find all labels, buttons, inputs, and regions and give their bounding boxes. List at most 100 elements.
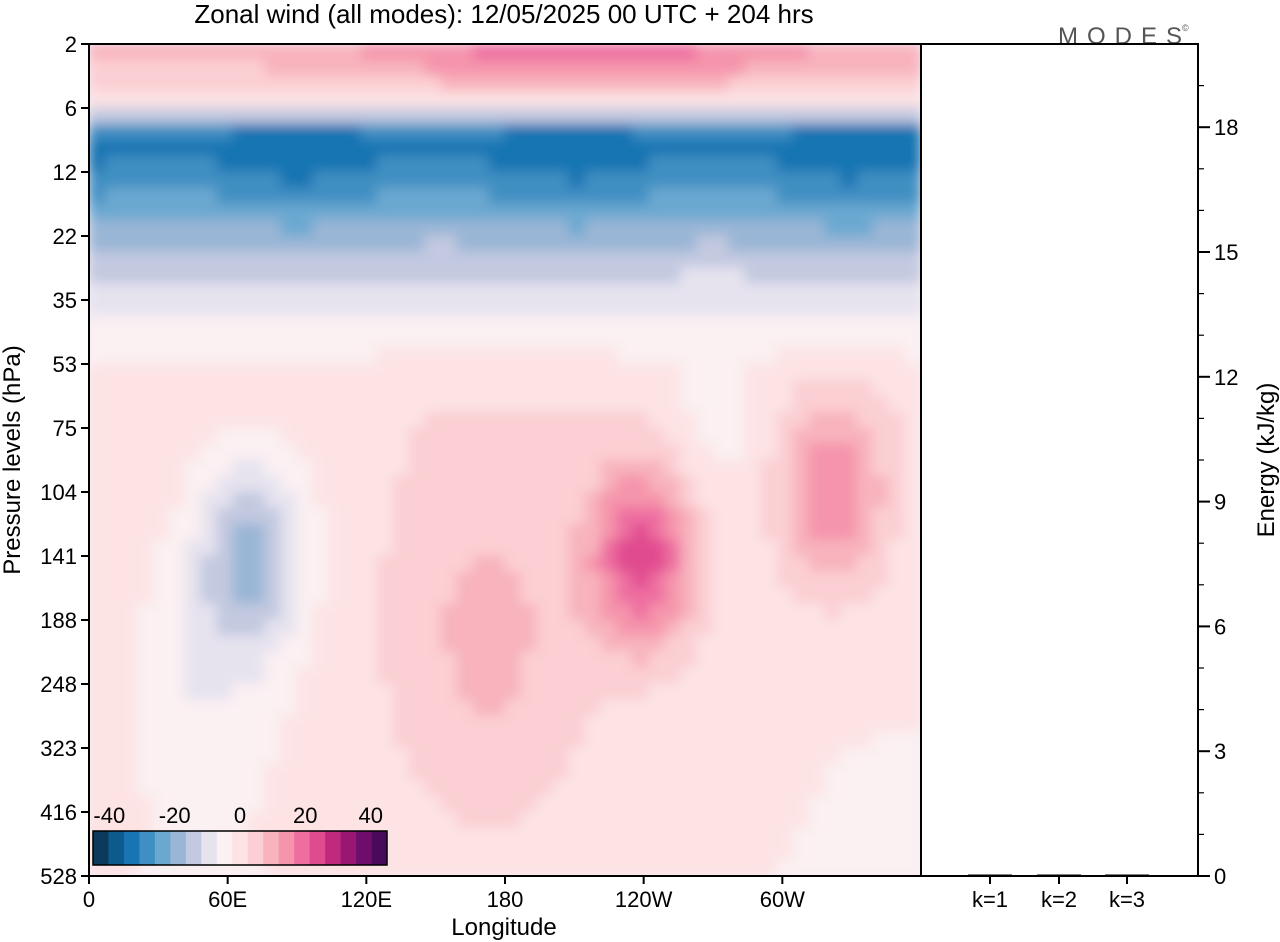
- heatmap-cell: [648, 779, 666, 797]
- heatmap-cell: [760, 459, 778, 477]
- heatmap-cell: [696, 443, 714, 461]
- heatmap-cell: [760, 667, 778, 685]
- heatmap-cell: [776, 59, 794, 77]
- heatmap-cell: [840, 491, 858, 509]
- heatmap-cell: [376, 123, 394, 141]
- heatmap-cell: [760, 171, 778, 189]
- heatmap-cell: [136, 379, 154, 397]
- heatmap-cell: [344, 123, 362, 141]
- heatmap-cell: [696, 363, 714, 381]
- heatmap-cell: [216, 779, 234, 797]
- heatmap-cell: [728, 139, 746, 157]
- heatmap-cell: [632, 331, 650, 349]
- heatmap-cell: [328, 491, 346, 509]
- heatmap-cell: [760, 539, 778, 557]
- heatmap-cell: [616, 299, 634, 317]
- heatmap-cell: [728, 203, 746, 221]
- heatmap-cell: [440, 523, 458, 541]
- heatmap-cell: [824, 75, 842, 93]
- heatmap-cell: [216, 603, 234, 621]
- heatmap-cell: [248, 523, 266, 541]
- heatmap-cell: [136, 507, 154, 525]
- heatmap-cell: [792, 235, 810, 253]
- heatmap-cell: [104, 107, 122, 125]
- heatmap-cell: [248, 203, 266, 221]
- heatmap-cell: [280, 699, 298, 717]
- heatmap-cell: [232, 427, 250, 445]
- x-tick-label: 120E: [341, 887, 392, 912]
- heatmap-cell: [568, 251, 586, 269]
- heatmap-cell: [472, 443, 490, 461]
- heatmap-cell: [728, 347, 746, 365]
- heatmap-cell: [136, 443, 154, 461]
- heatmap-cell: [824, 203, 842, 221]
- heatmap-cell: [744, 123, 762, 141]
- heatmap-cell: [648, 859, 666, 876]
- heatmap-cell: [456, 235, 474, 253]
- heatmap-cell: [104, 491, 122, 509]
- heatmap-cell: [744, 555, 762, 573]
- heatmap-cell: [104, 763, 122, 781]
- heatmap-cell: [280, 427, 298, 445]
- heatmap-cell: [584, 171, 602, 189]
- heatmap-cell: [840, 123, 858, 141]
- heatmap-cell: [712, 363, 730, 381]
- heatmap-cell: [744, 139, 762, 157]
- heatmap-cell: [872, 523, 890, 541]
- heatmap-cell: [488, 747, 506, 765]
- heatmap-cell: [600, 779, 618, 797]
- heatmap-cell: [200, 91, 218, 109]
- heatmap-cell: [344, 683, 362, 701]
- heatmap-cell: [824, 267, 842, 285]
- heatmap-cell: [312, 603, 330, 621]
- heatmap-cell: [472, 139, 490, 157]
- heatmap-cell: [104, 811, 122, 829]
- heatmap-cell: [136, 619, 154, 637]
- heatmap-cell: [872, 795, 890, 813]
- heatmap-cell: [312, 523, 330, 541]
- heatmap-cell: [472, 571, 490, 589]
- heatmap-cell: [312, 763, 330, 781]
- heatmap-cell: [280, 75, 298, 93]
- heatmap-cell: [824, 59, 842, 77]
- heatmap-cell: [184, 395, 202, 413]
- heatmap-cell: [408, 251, 426, 269]
- heatmap-cell: [744, 347, 762, 365]
- heatmap-cell: [840, 843, 858, 861]
- heatmap-cell: [488, 635, 506, 653]
- heatmap-cell: [456, 187, 474, 205]
- heatmap-cell: [520, 171, 538, 189]
- heatmap-cell: [472, 491, 490, 509]
- heatmap-cell: [104, 523, 122, 541]
- heatmap-cell: [184, 603, 202, 621]
- heatmap-cell: [520, 251, 538, 269]
- heatmap-cell: [856, 363, 874, 381]
- heatmap-cell: [712, 171, 730, 189]
- heatmap-cell: [248, 123, 266, 141]
- heatmap-cell: [552, 827, 570, 845]
- heatmap-cell: [408, 811, 426, 829]
- heatmap-cell: [856, 859, 874, 876]
- heatmap-cell: [360, 779, 378, 797]
- heatmap-cell: [840, 91, 858, 109]
- heatmap-cell: [712, 795, 730, 813]
- heatmap-cell: [584, 411, 602, 429]
- heatmap-cell: [424, 443, 442, 461]
- heatmap-cell: [840, 763, 858, 781]
- heatmap-cell: [360, 571, 378, 589]
- heatmap-cell: [712, 299, 730, 317]
- heatmap-cell: [424, 731, 442, 749]
- heatmap-cell: [472, 667, 490, 685]
- heatmap-cell: [520, 267, 538, 285]
- heatmap-cell: [136, 75, 154, 93]
- heatmap-cell: [504, 251, 522, 269]
- heatmap-cell: [264, 123, 282, 141]
- heatmap-cell: [776, 731, 794, 749]
- heatmap-cell: [568, 395, 586, 413]
- heatmap-cell: [264, 811, 282, 829]
- heatmap-cell: [248, 283, 266, 301]
- heatmap-cell: [408, 475, 426, 493]
- heatmap-cell: [744, 411, 762, 429]
- heatmap-cell: [376, 283, 394, 301]
- heatmap-cell: [184, 123, 202, 141]
